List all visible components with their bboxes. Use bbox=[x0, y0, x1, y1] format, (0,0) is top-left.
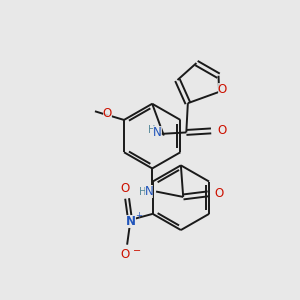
Text: N: N bbox=[126, 215, 136, 228]
Text: +: + bbox=[135, 211, 142, 220]
Text: H: H bbox=[148, 125, 155, 135]
Text: O: O bbox=[214, 187, 224, 200]
Text: O: O bbox=[103, 107, 112, 120]
Text: H: H bbox=[139, 187, 147, 196]
Text: N: N bbox=[145, 185, 154, 198]
Text: −: − bbox=[133, 246, 141, 256]
Text: O: O bbox=[120, 182, 129, 195]
Text: N: N bbox=[153, 126, 162, 139]
Text: O: O bbox=[120, 248, 129, 261]
Text: O: O bbox=[217, 124, 226, 137]
Text: O: O bbox=[218, 83, 227, 96]
